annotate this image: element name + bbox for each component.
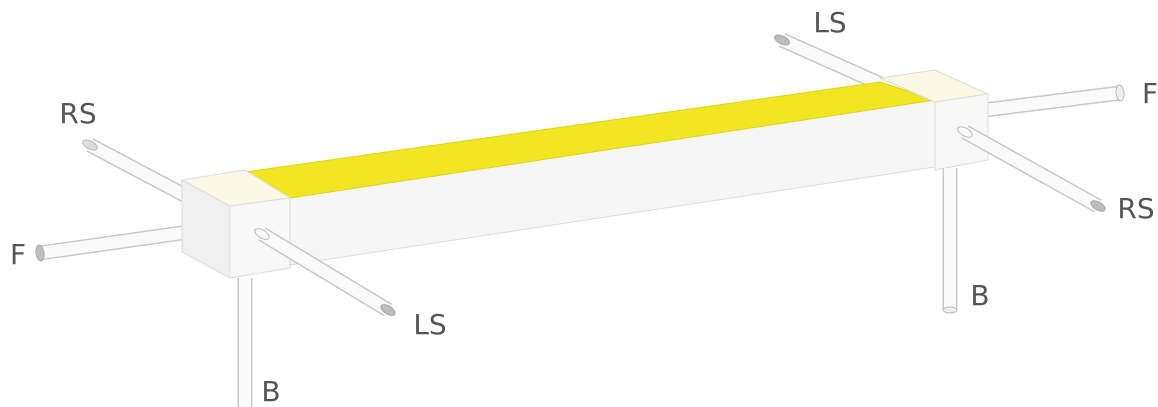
label: LS: [413, 308, 446, 341]
rods-front: [237, 125, 1106, 407]
label: F: [1142, 77, 1158, 110]
beam: [180, 69, 990, 279]
label: LS: [813, 6, 846, 39]
label: B: [261, 375, 280, 407]
label: F: [10, 238, 26, 271]
label: B: [970, 279, 989, 312]
label: RS: [1117, 192, 1154, 225]
label: RS: [59, 97, 96, 130]
